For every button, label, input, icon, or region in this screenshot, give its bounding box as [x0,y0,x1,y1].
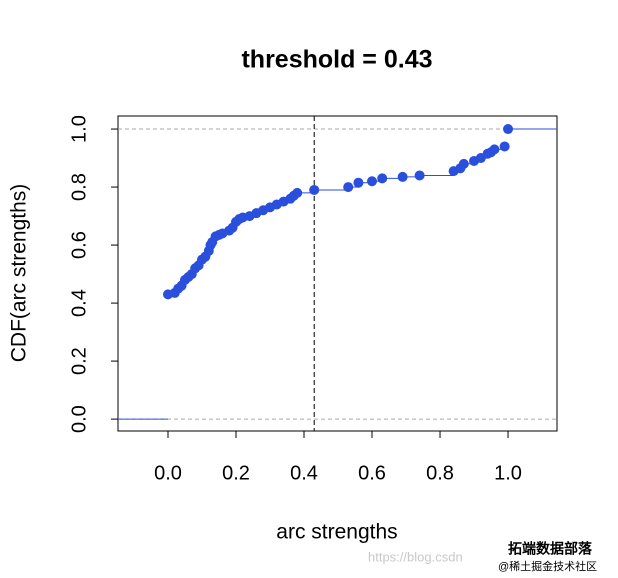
point [353,177,364,188]
point [489,144,500,155]
point [309,184,320,195]
y-axis-label: CDF(arc strengths) [8,184,31,363]
x-tick-label: 0.4 [290,462,318,484]
point [343,182,354,193]
y-tick-label: 0.4 [68,289,90,317]
point [414,170,425,181]
watermark-brand: 拓端数据部落 [508,541,593,557]
x-tick-label: 0.6 [358,462,386,484]
point [458,158,469,169]
x-tick-label: 1.0 [494,462,522,484]
watermark-site: @稀土掘金技术社区 [498,559,597,573]
x-tick-label: 0.0 [154,462,182,484]
y-tick-label: 0.0 [68,405,90,433]
y-tick-label: 0.6 [68,231,90,259]
plot-frame [117,115,558,432]
point [397,171,408,182]
x-tick-label: 0.8 [426,462,454,484]
y-tick-label: 1.0 [68,115,90,143]
chart-title: threshold = 0.43 [241,46,432,74]
point [499,141,510,152]
point [503,124,514,135]
point [377,173,388,184]
watermark-url: https://blog.csdn [368,549,463,564]
y-tick-label: 0.8 [68,173,90,201]
x-axis-label: arc strengths [276,521,397,544]
point [367,176,378,187]
y-tick-label: 0.2 [68,347,90,375]
x-tick-label: 0.2 [222,462,250,484]
point [292,187,303,198]
